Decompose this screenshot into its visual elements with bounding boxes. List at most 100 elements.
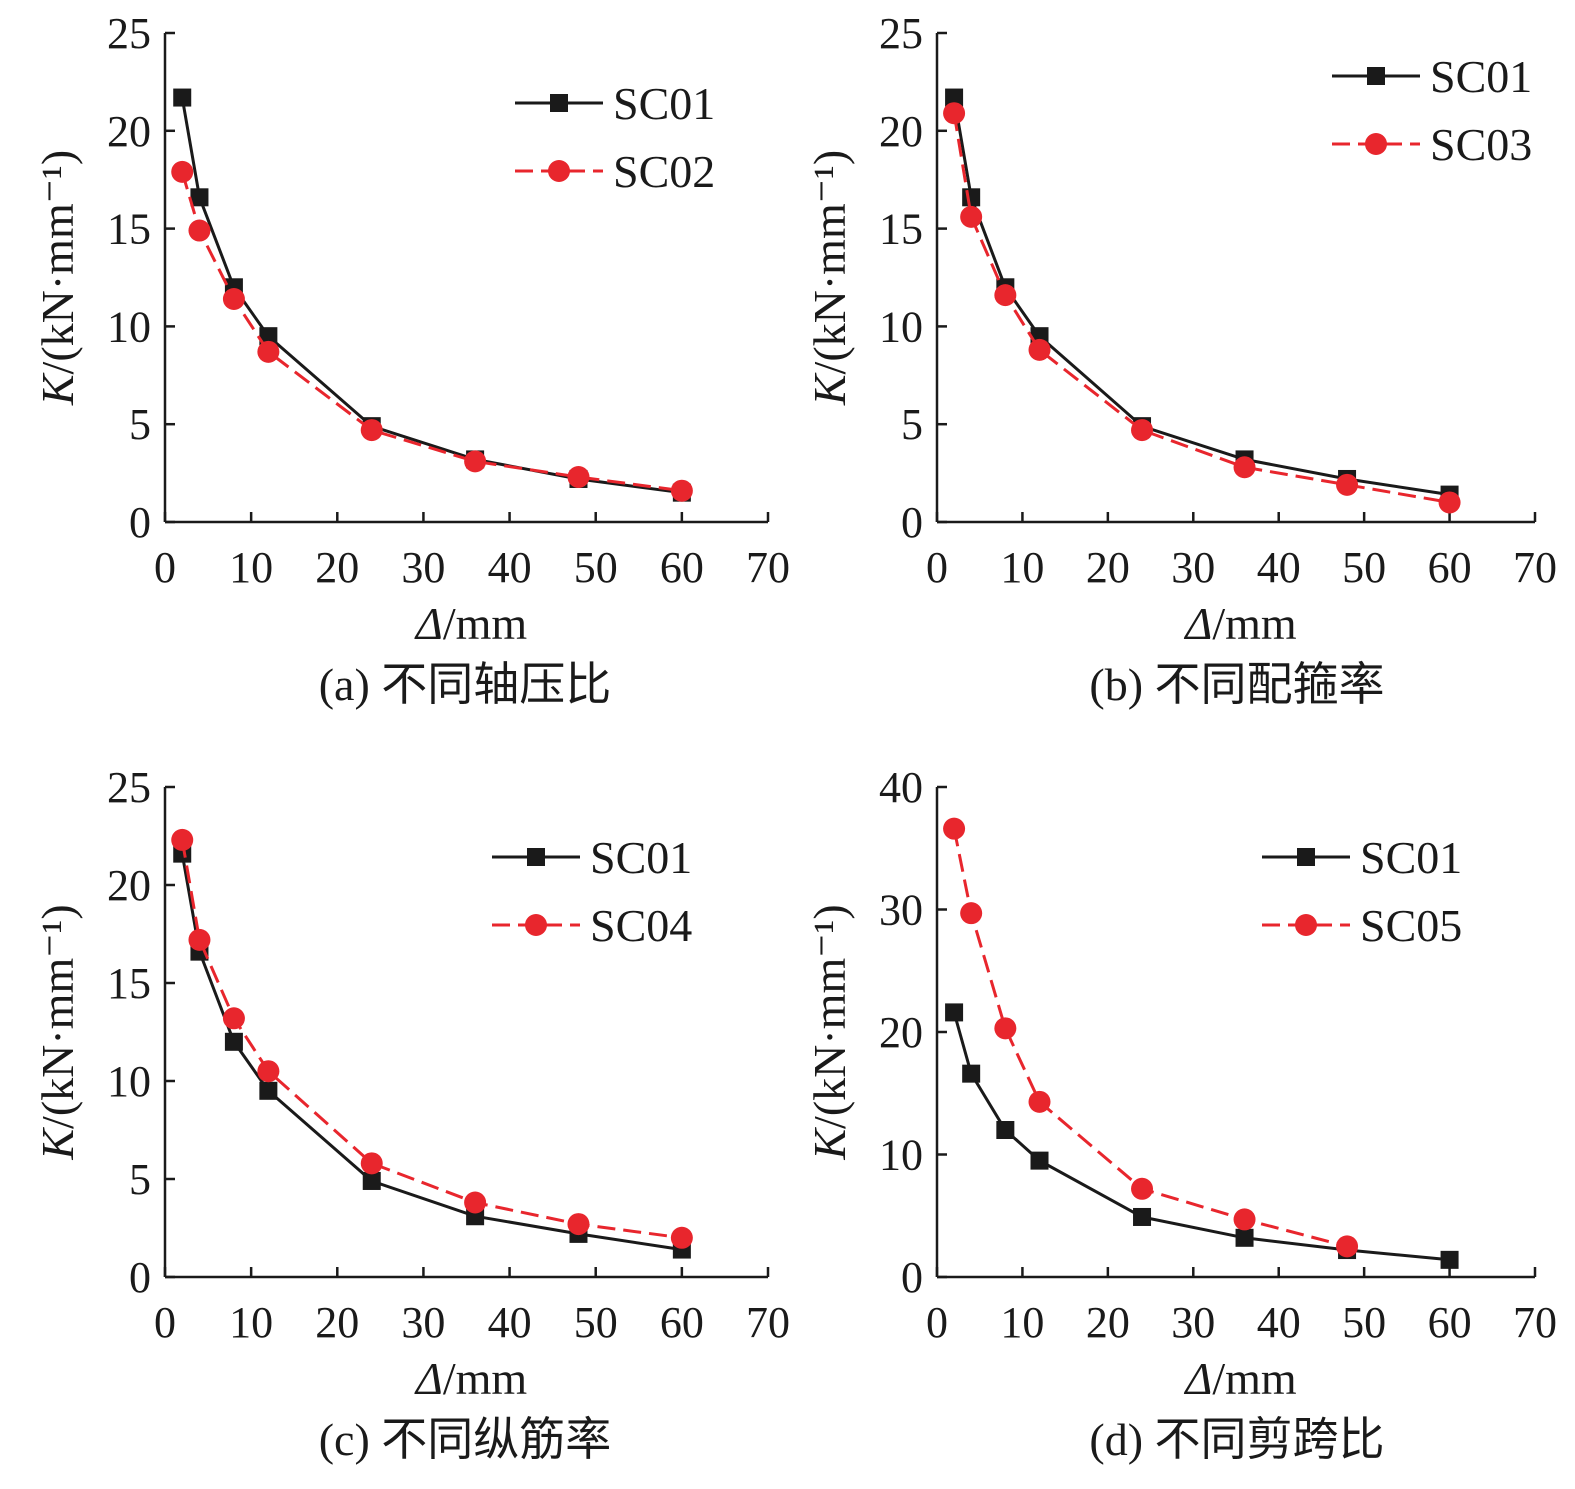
y-axis-title-symbol: K xyxy=(32,372,83,406)
x-axis-title-symbol: Δ xyxy=(414,598,443,649)
x-tick-label: 40 xyxy=(488,1298,532,1347)
data-point-SC01 xyxy=(962,188,981,207)
x-tick-label: 60 xyxy=(660,543,704,592)
legend-marker-SC03 xyxy=(1365,133,1387,155)
y-tick-label: 10 xyxy=(107,302,151,351)
data-point-SC04 xyxy=(188,928,211,951)
chart-panel-1: 0 5 10 15 20 25 0 10 20 30 40 50 60 70 Δ/mm K/(kN·mm⁻¹)… xyxy=(32,9,790,710)
panel-caption: (a) 不同轴压比 xyxy=(319,659,612,710)
series-line-SC01 xyxy=(952,1011,1450,1262)
data-point-SC01 xyxy=(962,1064,981,1083)
x-tick-label: 50 xyxy=(1342,1298,1386,1347)
data-point-SC05 xyxy=(1233,1208,1256,1231)
data-point-SC03 xyxy=(1131,419,1154,442)
x-tick-label: 60 xyxy=(1428,543,1472,592)
legend-label-SC01: SC01 xyxy=(613,78,715,129)
data-point-SC01 xyxy=(362,1171,381,1190)
x-tick-label: 0 xyxy=(926,1298,948,1347)
y-tick-label: 30 xyxy=(879,886,923,935)
x-tick-label: 0 xyxy=(154,543,176,592)
data-point-SC03 xyxy=(994,284,1017,307)
x-axis-title: Δ/mm xyxy=(1183,1353,1297,1404)
x-axis-title: Δ/mm xyxy=(1183,598,1297,649)
x-tick-label: 20 xyxy=(1086,1298,1130,1347)
panel-caption: (c) 不同纵筋率 xyxy=(319,1414,612,1465)
x-tick-label: 30 xyxy=(401,1298,445,1347)
x-axis-title-unit: /mm xyxy=(443,1353,528,1404)
panel-caption: (d) 不同剪跨比 xyxy=(1089,1414,1384,1465)
chart-panel-2: 0 5 10 15 20 25 0 10 20 30 40 50 60 70 Δ/mm K/(kN·mm⁻¹)… xyxy=(804,9,1557,710)
y-tick-label: 0 xyxy=(129,498,151,547)
data-point-SC03 xyxy=(1028,338,1051,361)
data-point-SC04 xyxy=(464,1191,487,1214)
legend-marker-SC04 xyxy=(525,914,547,936)
x-axis-title-unit: /mm xyxy=(1212,1353,1297,1404)
x-tick-label: 70 xyxy=(1513,1298,1557,1347)
y-tick-label: 40 xyxy=(879,763,923,812)
x-tick-label: 70 xyxy=(746,543,790,592)
legend-marker-SC01 xyxy=(1297,848,1315,866)
x-axis-title-symbol: Δ xyxy=(1183,1353,1212,1404)
x-axis-title: Δ/mm xyxy=(414,1353,528,1404)
chart-panel-3: 0 5 10 15 20 25 0 10 20 30 40 50 60 70 Δ/mm K/(kN·mm⁻¹)… xyxy=(32,763,790,1465)
data-point-SC03 xyxy=(943,102,966,125)
data-point-SC01 xyxy=(224,1032,243,1051)
legend-label-SC04: SC04 xyxy=(590,900,692,951)
y-tick-label: 20 xyxy=(107,861,151,910)
y-axis-title: K/(kN·mm⁻¹) xyxy=(804,904,855,1160)
x-axis-title-symbol: Δ xyxy=(414,1353,443,1404)
y-tick-label: 25 xyxy=(107,763,151,812)
x-tick-label: 40 xyxy=(1257,1298,1301,1347)
data-point-SC02 xyxy=(257,340,280,363)
series-line-SC01 xyxy=(180,853,683,1252)
data-point-SC01 xyxy=(259,1081,278,1100)
x-tick-label: 0 xyxy=(926,543,948,592)
data-point-SC01 xyxy=(190,188,209,207)
legend-label-SC03: SC03 xyxy=(1430,119,1532,170)
data-point-SC02 xyxy=(360,419,383,442)
chart-panel-4: 0 10 20 30 40 0 10 20 30 40 50 60 70 Δ/mm K/(kN·mm⁻¹) S… xyxy=(804,763,1557,1465)
y-tick-label: 0 xyxy=(901,1253,923,1302)
y-tick-label: 20 xyxy=(107,107,151,156)
x-tick-label: 70 xyxy=(1513,543,1557,592)
y-axis-title-symbol: K xyxy=(804,372,855,406)
series-line-SC04 xyxy=(180,839,683,1240)
data-point-SC05 xyxy=(1028,1090,1051,1113)
data-point-SC02 xyxy=(464,450,487,473)
y-axis-title-symbol: K xyxy=(804,1127,855,1161)
data-point-SC02 xyxy=(222,288,245,311)
data-point-SC04 xyxy=(567,1213,590,1236)
data-point-SC04 xyxy=(360,1152,383,1175)
legend-marker-SC01 xyxy=(550,94,568,112)
legend-label-SC01: SC01 xyxy=(1430,51,1532,102)
data-point-SC04 xyxy=(257,1060,280,1083)
data-point-SC02 xyxy=(567,466,590,489)
legend-label-SC02: SC02 xyxy=(613,146,715,197)
panel-caption: (b) 不同配箍率 xyxy=(1089,659,1384,710)
y-tick-label: 20 xyxy=(879,1008,923,1057)
legend-marker-SC01 xyxy=(1367,67,1385,85)
x-axis-title: Δ/mm xyxy=(414,598,528,649)
y-tick-label: 5 xyxy=(129,1155,151,1204)
y-axis-title-unit: /(kN·mm⁻¹) xyxy=(32,904,83,1129)
data-point-SC01 xyxy=(1235,1228,1254,1247)
legend-marker-SC05 xyxy=(1295,914,1317,936)
data-point-SC05 xyxy=(943,817,966,840)
series-line-SC01 xyxy=(180,97,683,495)
y-tick-label: 10 xyxy=(879,302,923,351)
data-point-SC02 xyxy=(171,160,194,183)
y-tick-label: 25 xyxy=(879,9,923,58)
data-point-SC01 xyxy=(259,327,278,346)
data-point-SC03 xyxy=(1438,491,1461,514)
x-axis-title-unit: /mm xyxy=(443,598,528,649)
data-point-SC01 xyxy=(173,88,192,107)
x-tick-label: 60 xyxy=(660,1298,704,1347)
y-tick-label: 10 xyxy=(107,1057,151,1106)
x-tick-label: 30 xyxy=(401,543,445,592)
data-point-SC01 xyxy=(1440,1250,1459,1269)
data-point-SC01 xyxy=(1133,1207,1152,1226)
y-tick-label: 10 xyxy=(879,1131,923,1180)
data-point-SC05 xyxy=(1336,1235,1359,1258)
y-axis-title: K/(kN·mm⁻¹) xyxy=(32,904,83,1160)
